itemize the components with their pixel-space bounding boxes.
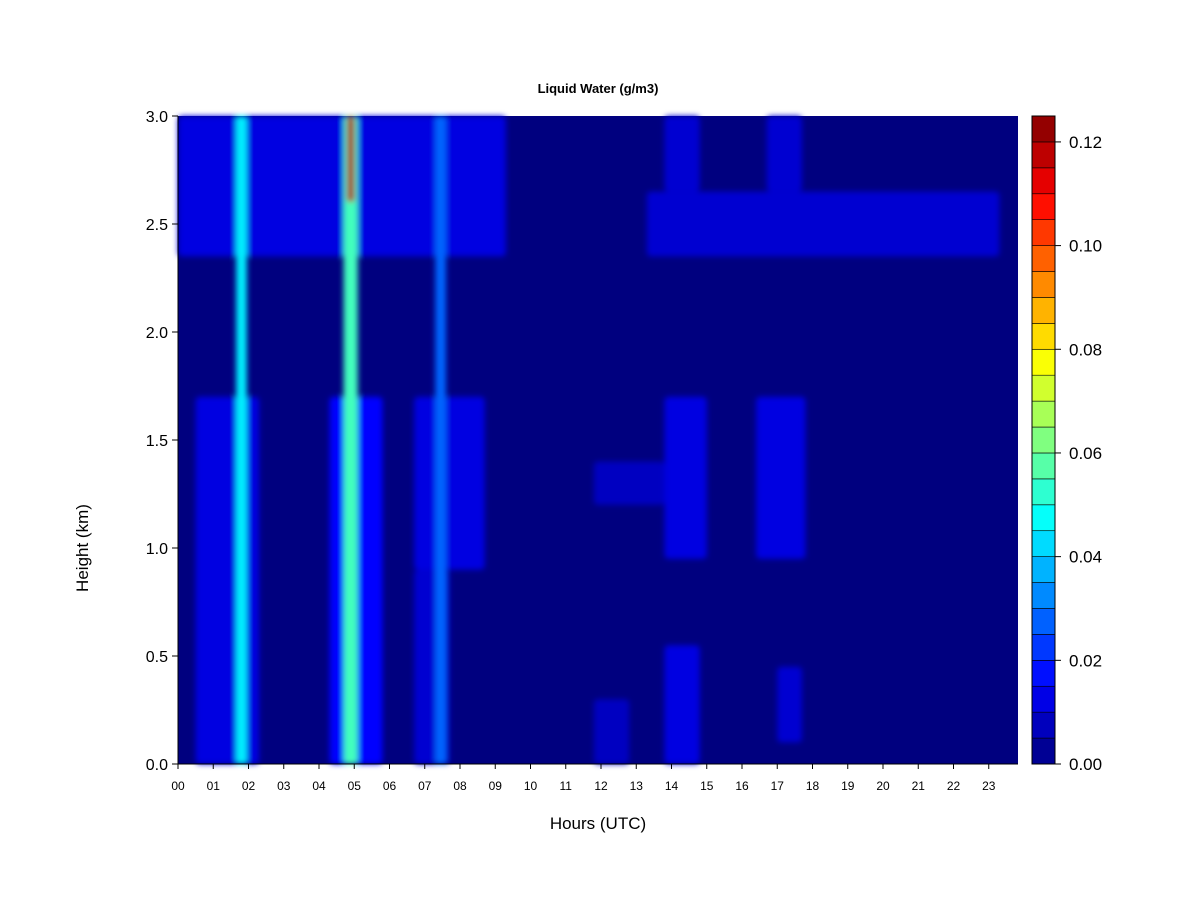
heatmap-region bbox=[664, 645, 700, 764]
x-tick-label: 22 bbox=[947, 779, 961, 793]
colorbar-tick-label: 0.10 bbox=[1069, 237, 1102, 256]
colorbar-level bbox=[1031, 219, 1056, 246]
colorbar-level bbox=[1031, 141, 1056, 169]
heatmap-region bbox=[347, 116, 355, 203]
heatmap-region bbox=[664, 396, 707, 559]
colorbar-tick-label: 0.12 bbox=[1069, 133, 1102, 152]
heatmap-region bbox=[664, 116, 700, 192]
heatmap-region bbox=[236, 116, 247, 764]
colorbar-frame bbox=[1031, 115, 1056, 765]
colorbar-tick-label: 0.02 bbox=[1069, 651, 1102, 670]
y-tick-label: 1.0 bbox=[146, 541, 168, 558]
colorbar-level bbox=[1031, 115, 1056, 143]
heatmap-region bbox=[766, 116, 802, 192]
colorbar-level bbox=[1031, 193, 1056, 220]
colorbar-level bbox=[1031, 556, 1056, 583]
heatmap-region bbox=[435, 116, 446, 764]
colorbar-level bbox=[1031, 504, 1056, 532]
colorbar-level bbox=[1031, 323, 1056, 350]
y-tick-label: 2.0 bbox=[146, 325, 168, 342]
x-tick-label: 00 bbox=[171, 779, 185, 793]
colorbar-level bbox=[1031, 582, 1056, 609]
heatmap-region bbox=[195, 396, 260, 764]
heatmap-region bbox=[343, 116, 358, 764]
x-tick-label: 13 bbox=[630, 779, 644, 793]
x-tick-label: 19 bbox=[841, 779, 855, 793]
colorbar-level bbox=[1031, 167, 1056, 195]
colorbar bbox=[1031, 115, 1056, 765]
colorbar-level bbox=[1031, 660, 1056, 687]
colorbar-level bbox=[1031, 452, 1056, 480]
x-tick-label: 15 bbox=[700, 779, 714, 793]
heatmap-region bbox=[593, 699, 630, 764]
x-tick-label: 20 bbox=[876, 779, 890, 793]
heatmap-plot-area bbox=[178, 116, 1018, 764]
heatmap-features bbox=[178, 116, 1000, 764]
x-tick-label: 12 bbox=[594, 779, 608, 793]
x-tick-label: 18 bbox=[806, 779, 820, 793]
colorbar-tick-label: 0.00 bbox=[1069, 755, 1102, 774]
x-tick-label: 07 bbox=[418, 779, 432, 793]
x-tick-label: 01 bbox=[207, 779, 221, 793]
heatmap-region bbox=[178, 116, 506, 257]
colorbar-level bbox=[1031, 737, 1056, 765]
x-tick-label: 02 bbox=[242, 779, 256, 793]
x-tick-label: 04 bbox=[312, 779, 326, 793]
colorbar-level bbox=[1031, 711, 1056, 739]
x-tick-label: 11 bbox=[560, 779, 573, 793]
colorbar-ticks: 0.00 0.02 0.04 0.06 0.08 0.10 0.12 bbox=[1055, 133, 1102, 774]
x-tick-label: 03 bbox=[277, 779, 291, 793]
colorbar-level bbox=[1031, 478, 1056, 506]
colorbar-tick-label: 0.04 bbox=[1069, 548, 1102, 567]
heatmap-region bbox=[777, 666, 802, 743]
heatmap-region bbox=[414, 396, 485, 570]
colorbar-level bbox=[1031, 530, 1056, 557]
colorbar-level bbox=[1031, 297, 1056, 324]
y-axis: 0.0 0.5 1.0 1.5 2.0 2.5 3.0 bbox=[146, 109, 179, 774]
x-tick-label: 16 bbox=[735, 779, 749, 793]
x-tick-label: 09 bbox=[489, 779, 503, 793]
y-tick-label: 3.0 bbox=[146, 109, 168, 126]
x-tick-label: 17 bbox=[771, 779, 785, 793]
colorbar-level bbox=[1031, 348, 1056, 376]
colorbar-level bbox=[1031, 245, 1056, 272]
heatmap-region bbox=[593, 461, 665, 505]
colorbar-tick-label: 0.06 bbox=[1069, 444, 1102, 463]
heatmap-region bbox=[756, 396, 806, 559]
chart-title: Liquid Water (g/m3) bbox=[538, 81, 659, 96]
x-tick-label: 10 bbox=[524, 779, 538, 793]
x-tick-label: 08 bbox=[453, 779, 467, 793]
y-tick-label: 0.5 bbox=[146, 649, 168, 666]
x-tick-label: 06 bbox=[383, 779, 397, 793]
x-axis-label: Hours (UTC) bbox=[550, 814, 646, 833]
colorbar-level bbox=[1031, 426, 1056, 454]
heatmap-region bbox=[646, 191, 1000, 257]
y-tick-label: 2.5 bbox=[146, 217, 168, 234]
colorbar-level bbox=[1031, 374, 1056, 402]
x-tick-label: 23 bbox=[982, 779, 996, 793]
x-tick-label: 14 bbox=[665, 779, 679, 793]
x-tick-label: 05 bbox=[348, 779, 362, 793]
colorbar-level bbox=[1031, 608, 1056, 635]
colorbar-tick-label: 0.08 bbox=[1069, 340, 1102, 359]
y-tick-label: 0.0 bbox=[146, 757, 168, 774]
colorbar-level bbox=[1031, 685, 1056, 713]
colorbar-level bbox=[1031, 634, 1056, 661]
y-tick-label: 1.5 bbox=[146, 433, 168, 450]
colorbar-level bbox=[1031, 271, 1056, 298]
x-tick-label: 21 bbox=[912, 779, 926, 793]
y-axis-label: Height (km) bbox=[73, 504, 92, 592]
colorbar-level bbox=[1031, 400, 1056, 428]
x-axis: 00 01 02 03 04 05 06 07 08 09 10 11 12 13 14 15 16 17 18 19… bbox=[171, 763, 1018, 793]
